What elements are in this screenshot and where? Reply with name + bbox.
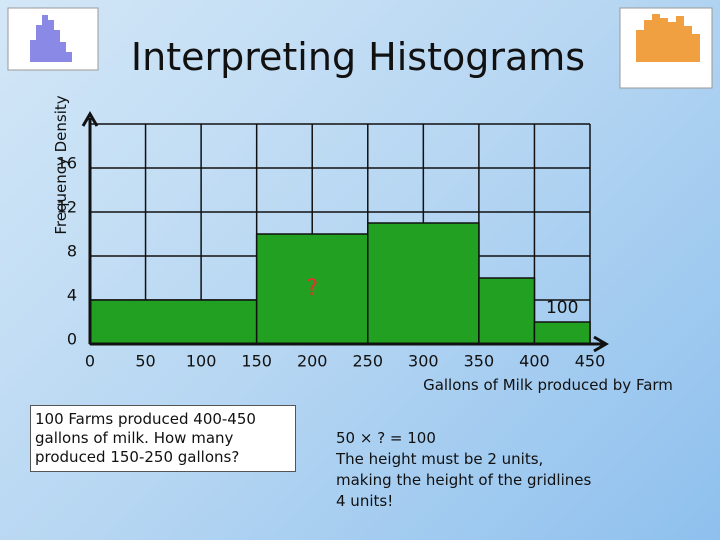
x-tick-label: 200 — [297, 352, 328, 371]
y-tick-label: 12 — [57, 198, 77, 217]
working-note: 50 × ? = 100 The height must be 2 units,… — [336, 428, 596, 512]
x-axis-label: Gallons of Milk produced by Farm — [423, 376, 673, 394]
working-line: 50 × ? = 100 — [336, 429, 436, 447]
y-tick-label: 16 — [57, 154, 77, 173]
thumbnail-right — [619, 7, 713, 89]
question-box: 100 Farms produced 400-450 gallons of mi… — [30, 405, 296, 472]
x-axis-arrow — [593, 335, 609, 353]
x-tick-label: 250 — [353, 352, 384, 371]
x-tick-label: 150 — [241, 352, 272, 371]
x-tick-label: 400 — [519, 352, 550, 371]
annotation: ? — [306, 276, 318, 301]
bar — [89, 299, 258, 345]
thumbnail-left — [7, 7, 99, 71]
x-tick-label: 300 — [408, 352, 439, 371]
bar — [255, 233, 369, 345]
y-tick-label: 8 — [67, 242, 77, 261]
working-line: The height must be 2 units, making the h… — [336, 450, 592, 510]
bar — [367, 222, 480, 345]
y-axis-arrow — [81, 111, 99, 127]
annotation: 100 — [546, 298, 578, 318]
bar — [533, 321, 591, 345]
chart-title: Interpreting Histograms — [131, 35, 585, 79]
x-tick-label: 350 — [464, 352, 495, 371]
y-axis-label: Frequency Density — [52, 95, 70, 234]
x-tick-label: 0 — [85, 352, 95, 371]
y-tick-label: 0 — [67, 330, 77, 349]
y-tick-label: 4 — [67, 286, 77, 305]
bar — [478, 277, 536, 345]
x-tick-label: 450 — [575, 352, 606, 371]
x-tick-label: 100 — [186, 352, 217, 371]
x-tick-label: 50 — [135, 352, 155, 371]
